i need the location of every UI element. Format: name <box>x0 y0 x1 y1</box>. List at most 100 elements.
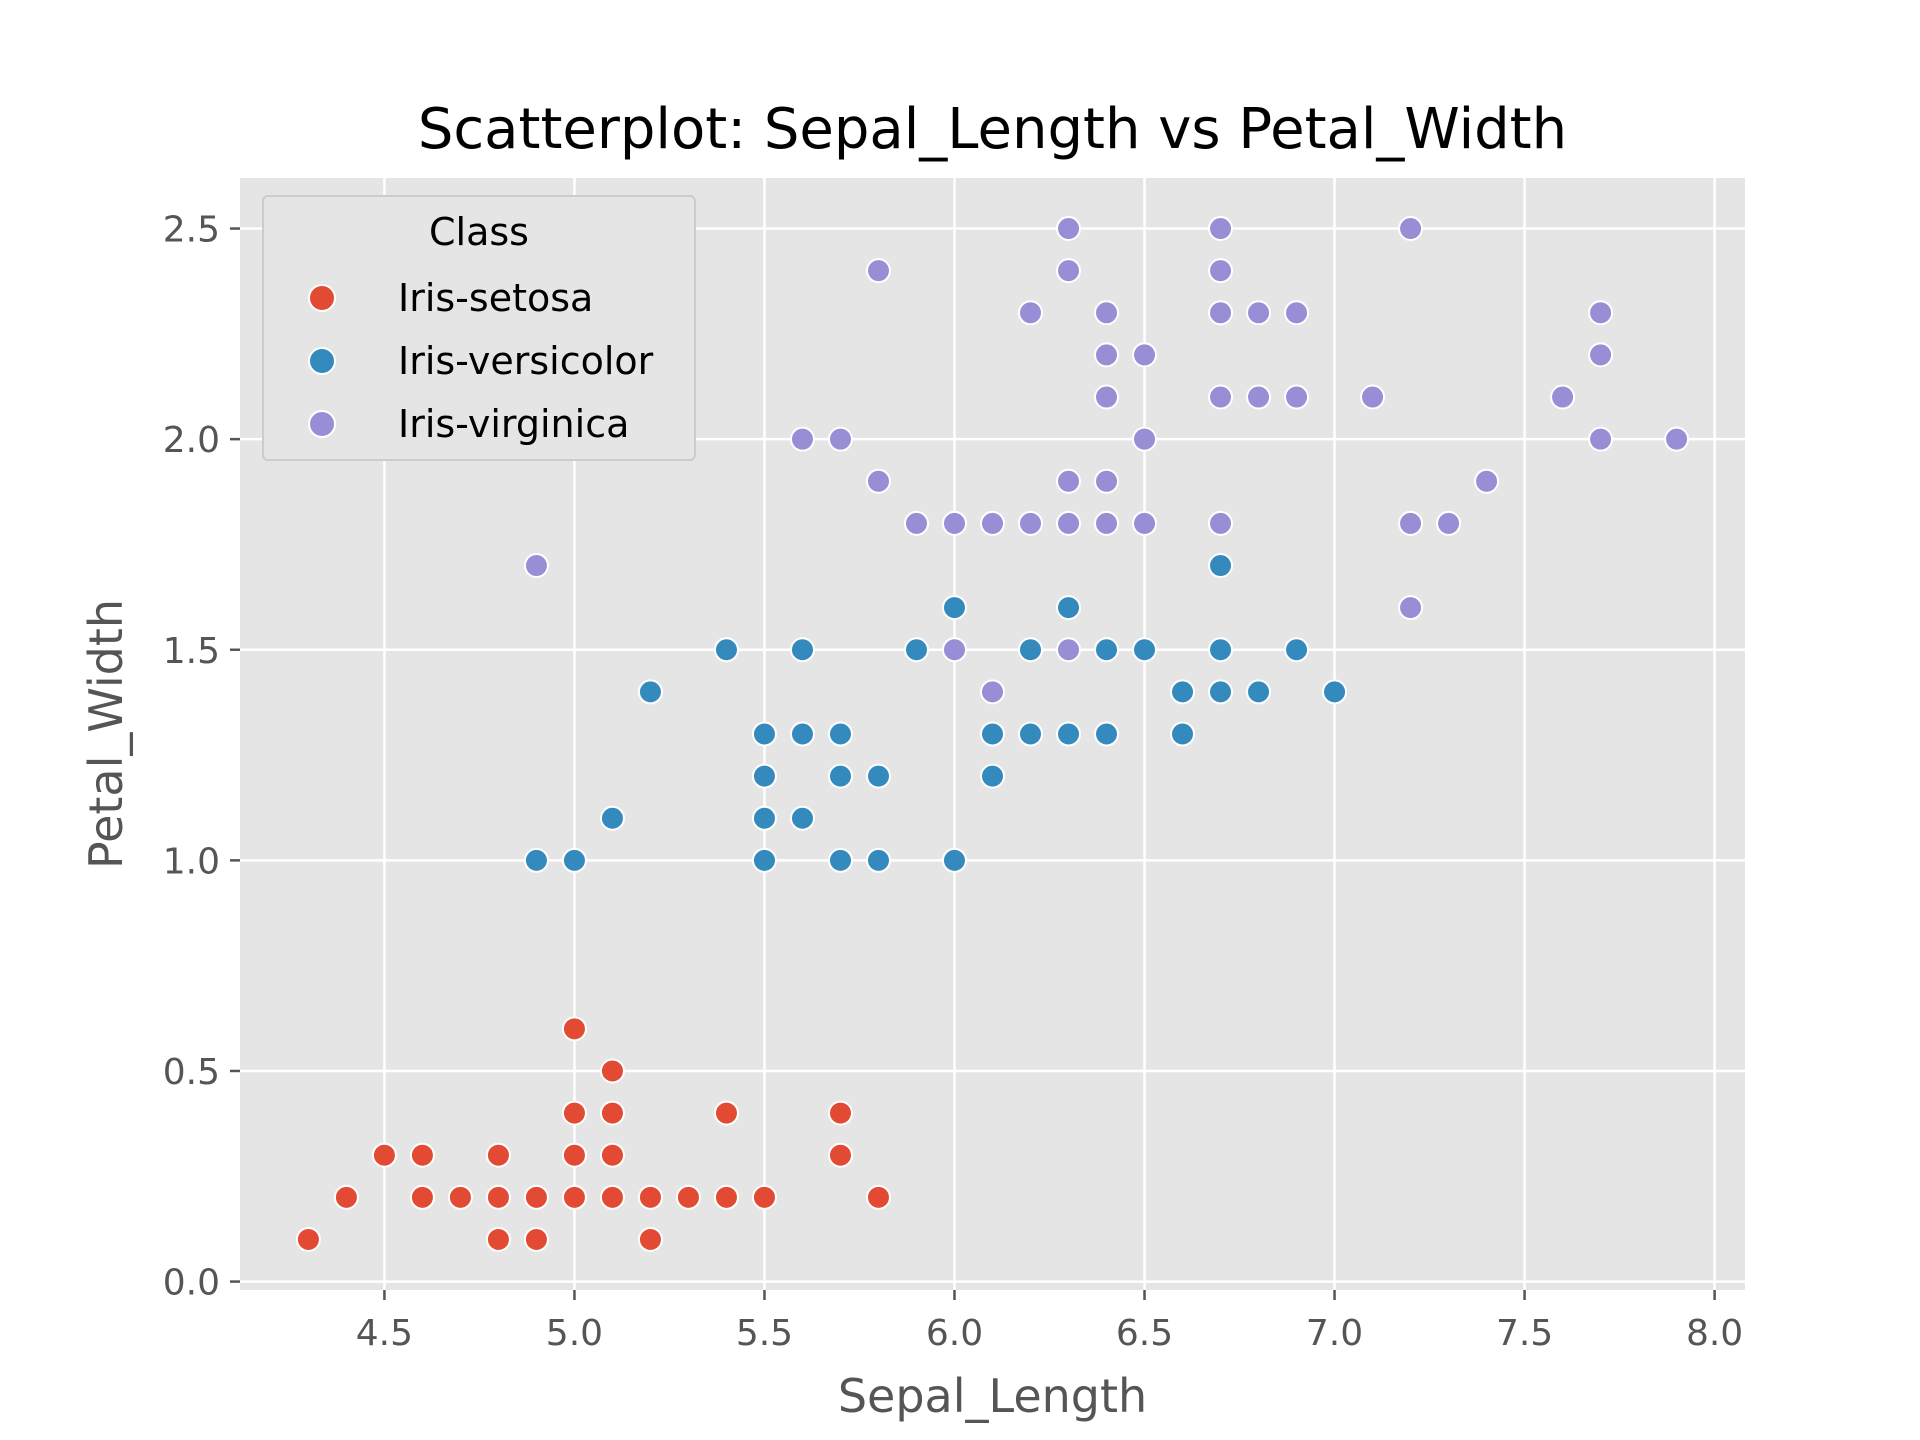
scatter-point-iris-virginica <box>941 510 967 536</box>
scatter-point-iris-virginica <box>1132 342 1158 368</box>
legend-label-iris-versicolor: Iris-versicolor <box>398 339 654 383</box>
scatter-point-iris-virginica <box>1208 216 1234 242</box>
scatter-point-iris-virginica <box>1094 300 1120 326</box>
scatter-point-iris-virginica <box>1474 468 1500 494</box>
scatter-point-iris-setosa <box>485 1184 511 1210</box>
scatter-point-iris-virginica <box>1056 510 1082 536</box>
scatter-point-iris-virginica <box>903 510 929 536</box>
scatter-point-iris-versicolor <box>1322 679 1348 705</box>
scatter-point-iris-versicolor <box>751 763 777 789</box>
scatter-point-iris-versicolor <box>1170 679 1196 705</box>
y-tick-label: 0.0 <box>163 1263 220 1304</box>
scatter-point-iris-versicolor <box>827 847 853 873</box>
scatter-point-iris-virginica <box>1398 595 1424 621</box>
scatter-point-iris-versicolor <box>903 637 929 663</box>
scatter-point-iris-virginica <box>1208 384 1234 410</box>
scatter-point-iris-virginica <box>1208 258 1234 284</box>
scatter-point-iris-versicolor <box>713 637 739 663</box>
axis-ticks: 4.5 5.0 5.5 6.0 6.5 7.0 7.5 8.0 0.0 0.5 1.0 1.5 2.0 2… <box>163 210 1743 1354</box>
legend-title: Class <box>429 210 529 254</box>
scatter-point-iris-setosa <box>523 1184 549 1210</box>
scatter-point-iris-versicolor <box>941 847 967 873</box>
scatter-point-iris-versicolor <box>941 595 967 621</box>
scatter-point-iris-virginica <box>980 679 1005 705</box>
scatter-point-iris-versicolor <box>1284 637 1310 663</box>
scatter-point-iris-virginica <box>1094 468 1120 494</box>
scatter-point-iris-virginica <box>1664 426 1690 452</box>
scatter-point-iris-setosa <box>637 1226 663 1252</box>
legend-marker-iris-setosa <box>308 284 336 312</box>
scatter-point-iris-virginica <box>1056 216 1082 242</box>
legend-box <box>262 195 696 461</box>
scatter-point-iris-virginica <box>1550 384 1576 410</box>
scatter-point-iris-setosa <box>599 1142 625 1168</box>
y-tick-label: 0.5 <box>163 1052 220 1093</box>
scatter-point-iris-versicolor <box>637 679 663 705</box>
scatter-point-iris-virginica <box>1588 300 1614 326</box>
scatter-point-iris-virginica <box>1284 300 1310 326</box>
scatter-point-iris-versicolor <box>1056 595 1082 621</box>
scatter-point-iris-versicolor <box>980 721 1005 747</box>
scatter-point-iris-virginica <box>865 258 891 284</box>
y-tick-label: 1.0 <box>163 841 220 882</box>
scatter-point-iris-virginica <box>1284 384 1310 410</box>
scatter-point-iris-versicolor <box>751 805 777 831</box>
scatter-point-iris-versicolor <box>1094 721 1120 747</box>
scatter-point-iris-virginica <box>1018 510 1044 536</box>
scatter-point-iris-versicolor <box>751 847 777 873</box>
scatter-point-iris-setosa <box>447 1184 473 1210</box>
scatter-point-iris-versicolor <box>1132 637 1158 663</box>
x-tick-label: 8.0 <box>1686 1313 1743 1354</box>
scatter-point-iris-versicolor <box>1208 553 1234 579</box>
scatter-point-iris-setosa <box>675 1184 701 1210</box>
scatter-point-iris-virginica <box>1094 510 1120 536</box>
scatter-point-iris-virginica <box>1132 426 1158 452</box>
legend-label-iris-setosa: Iris-setosa <box>398 276 593 320</box>
x-tick-label: 5.5 <box>736 1313 793 1354</box>
data-points <box>295 216 1690 1252</box>
scatter-point-iris-setosa <box>561 1100 587 1126</box>
scatter-point-iris-versicolor <box>865 763 891 789</box>
scatter-point-iris-setosa <box>599 1058 625 1084</box>
scatter-point-iris-versicolor <box>827 763 853 789</box>
scatter-point-iris-versicolor <box>1208 637 1234 663</box>
scatter-point-iris-virginica <box>827 426 853 452</box>
legend-label-iris-virginica: Iris-virginica <box>398 402 629 446</box>
y-tick-label: 1.5 <box>163 631 220 672</box>
scatter-point-iris-setosa <box>599 1100 625 1126</box>
scatter-point-iris-setosa <box>523 1226 549 1252</box>
scatter-point-iris-setosa <box>485 1226 511 1252</box>
x-tick-label: 6.5 <box>1116 1313 1173 1354</box>
scatter-point-iris-virginica <box>1246 384 1272 410</box>
scatter-point-iris-versicolor <box>1170 721 1196 747</box>
x-axis-label: Sepal_Length <box>838 1369 1147 1423</box>
scatter-point-iris-virginica <box>941 637 967 663</box>
y-tick-label: 2.0 <box>163 420 220 461</box>
scatter-point-iris-virginica <box>1094 342 1120 368</box>
scatter-point-iris-setosa <box>409 1142 435 1168</box>
scatter-point-iris-versicolor <box>523 847 549 873</box>
legend-marker-iris-versicolor <box>308 347 336 375</box>
scatter-point-iris-versicolor <box>561 847 587 873</box>
scatter-point-iris-virginica <box>1018 300 1044 326</box>
scatter-point-iris-versicolor <box>751 721 777 747</box>
x-tick-label: 4.5 <box>356 1313 413 1354</box>
scatter-point-iris-setosa <box>599 1184 625 1210</box>
scatter-point-iris-setosa <box>371 1142 397 1168</box>
scatter-point-iris-versicolor <box>1018 637 1044 663</box>
scatter-point-iris-virginica <box>1436 510 1462 536</box>
scatter-point-iris-virginica <box>1588 426 1614 452</box>
scatter-point-iris-setosa <box>409 1184 435 1210</box>
scatter-point-iris-setosa <box>827 1142 853 1168</box>
scatter-point-iris-setosa <box>713 1184 739 1210</box>
scatter-point-iris-virginica <box>1588 342 1614 368</box>
x-tick-label: 5.0 <box>546 1313 603 1354</box>
scatter-point-iris-setosa <box>485 1142 511 1168</box>
scatter-point-iris-virginica <box>1398 510 1424 536</box>
scatter-point-iris-virginica <box>1056 637 1082 663</box>
scatter-point-iris-virginica <box>1056 258 1082 284</box>
x-tick-label: 7.5 <box>1496 1313 1553 1354</box>
scatter-point-iris-setosa <box>865 1184 891 1210</box>
scatter-point-iris-versicolor <box>789 805 815 831</box>
